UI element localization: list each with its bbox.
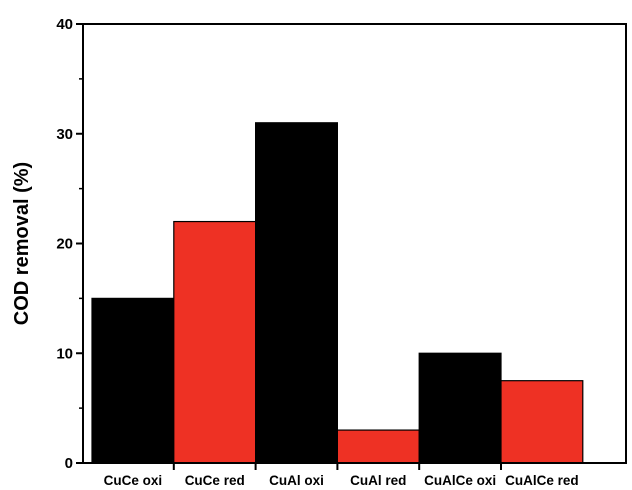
bar-cuce-red bbox=[173, 220, 257, 464]
bar-cualce-oxi bbox=[418, 352, 502, 464]
x-tick-label: CuCe red bbox=[185, 473, 245, 488]
bar-cual-red bbox=[336, 429, 420, 464]
bar-cualce-red bbox=[500, 380, 584, 464]
y-tick-label: 40 bbox=[56, 16, 73, 33]
y-tick-label: 20 bbox=[56, 236, 73, 253]
x-tick-label: CuCe oxi bbox=[104, 473, 163, 488]
y-tick-label: 0 bbox=[65, 455, 73, 472]
bars-group bbox=[91, 122, 584, 464]
x-ticks-group: CuCe oxi CuCe red CuAl oxi CuAl red CuAlCe o… bbox=[104, 463, 579, 488]
x-tick-label: CuAlCe oxi bbox=[424, 473, 496, 488]
y-tick-label: 30 bbox=[56, 126, 73, 143]
y-axis-label: COD removal (%) bbox=[11, 162, 33, 325]
x-tick-label: CuAl red bbox=[350, 473, 406, 488]
bar-cuce-oxi bbox=[91, 297, 175, 464]
y-tick-label: 10 bbox=[56, 345, 73, 362]
bar-cual-oxi bbox=[255, 122, 339, 464]
x-tick-label: CuAlCe red bbox=[505, 473, 579, 488]
plot-frame bbox=[82, 23, 627, 464]
x-tick-label: CuAl oxi bbox=[269, 473, 324, 488]
y-ticks-group: 0 10 20 30 40 bbox=[56, 16, 83, 472]
